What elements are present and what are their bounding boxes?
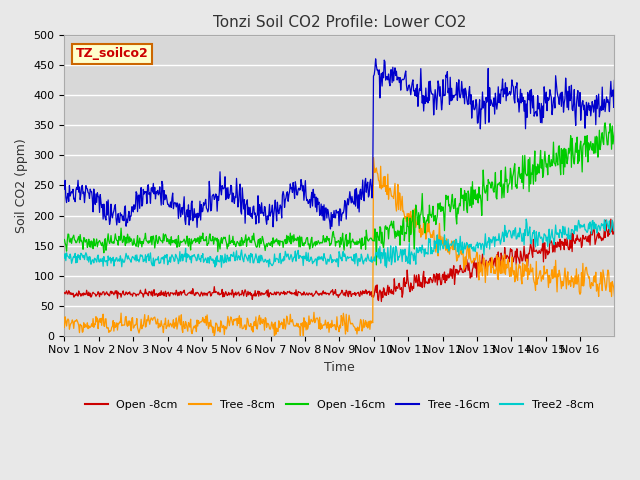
- Text: TZ_soilco2: TZ_soilco2: [76, 48, 148, 60]
- X-axis label: Time: Time: [324, 361, 355, 374]
- Legend: Open -8cm, Tree -8cm, Open -16cm, Tree -16cm, Tree2 -8cm: Open -8cm, Tree -8cm, Open -16cm, Tree -…: [81, 395, 598, 414]
- Title: Tonzi Soil CO2 Profile: Lower CO2: Tonzi Soil CO2 Profile: Lower CO2: [212, 15, 466, 30]
- Y-axis label: Soil CO2 (ppm): Soil CO2 (ppm): [15, 138, 28, 233]
